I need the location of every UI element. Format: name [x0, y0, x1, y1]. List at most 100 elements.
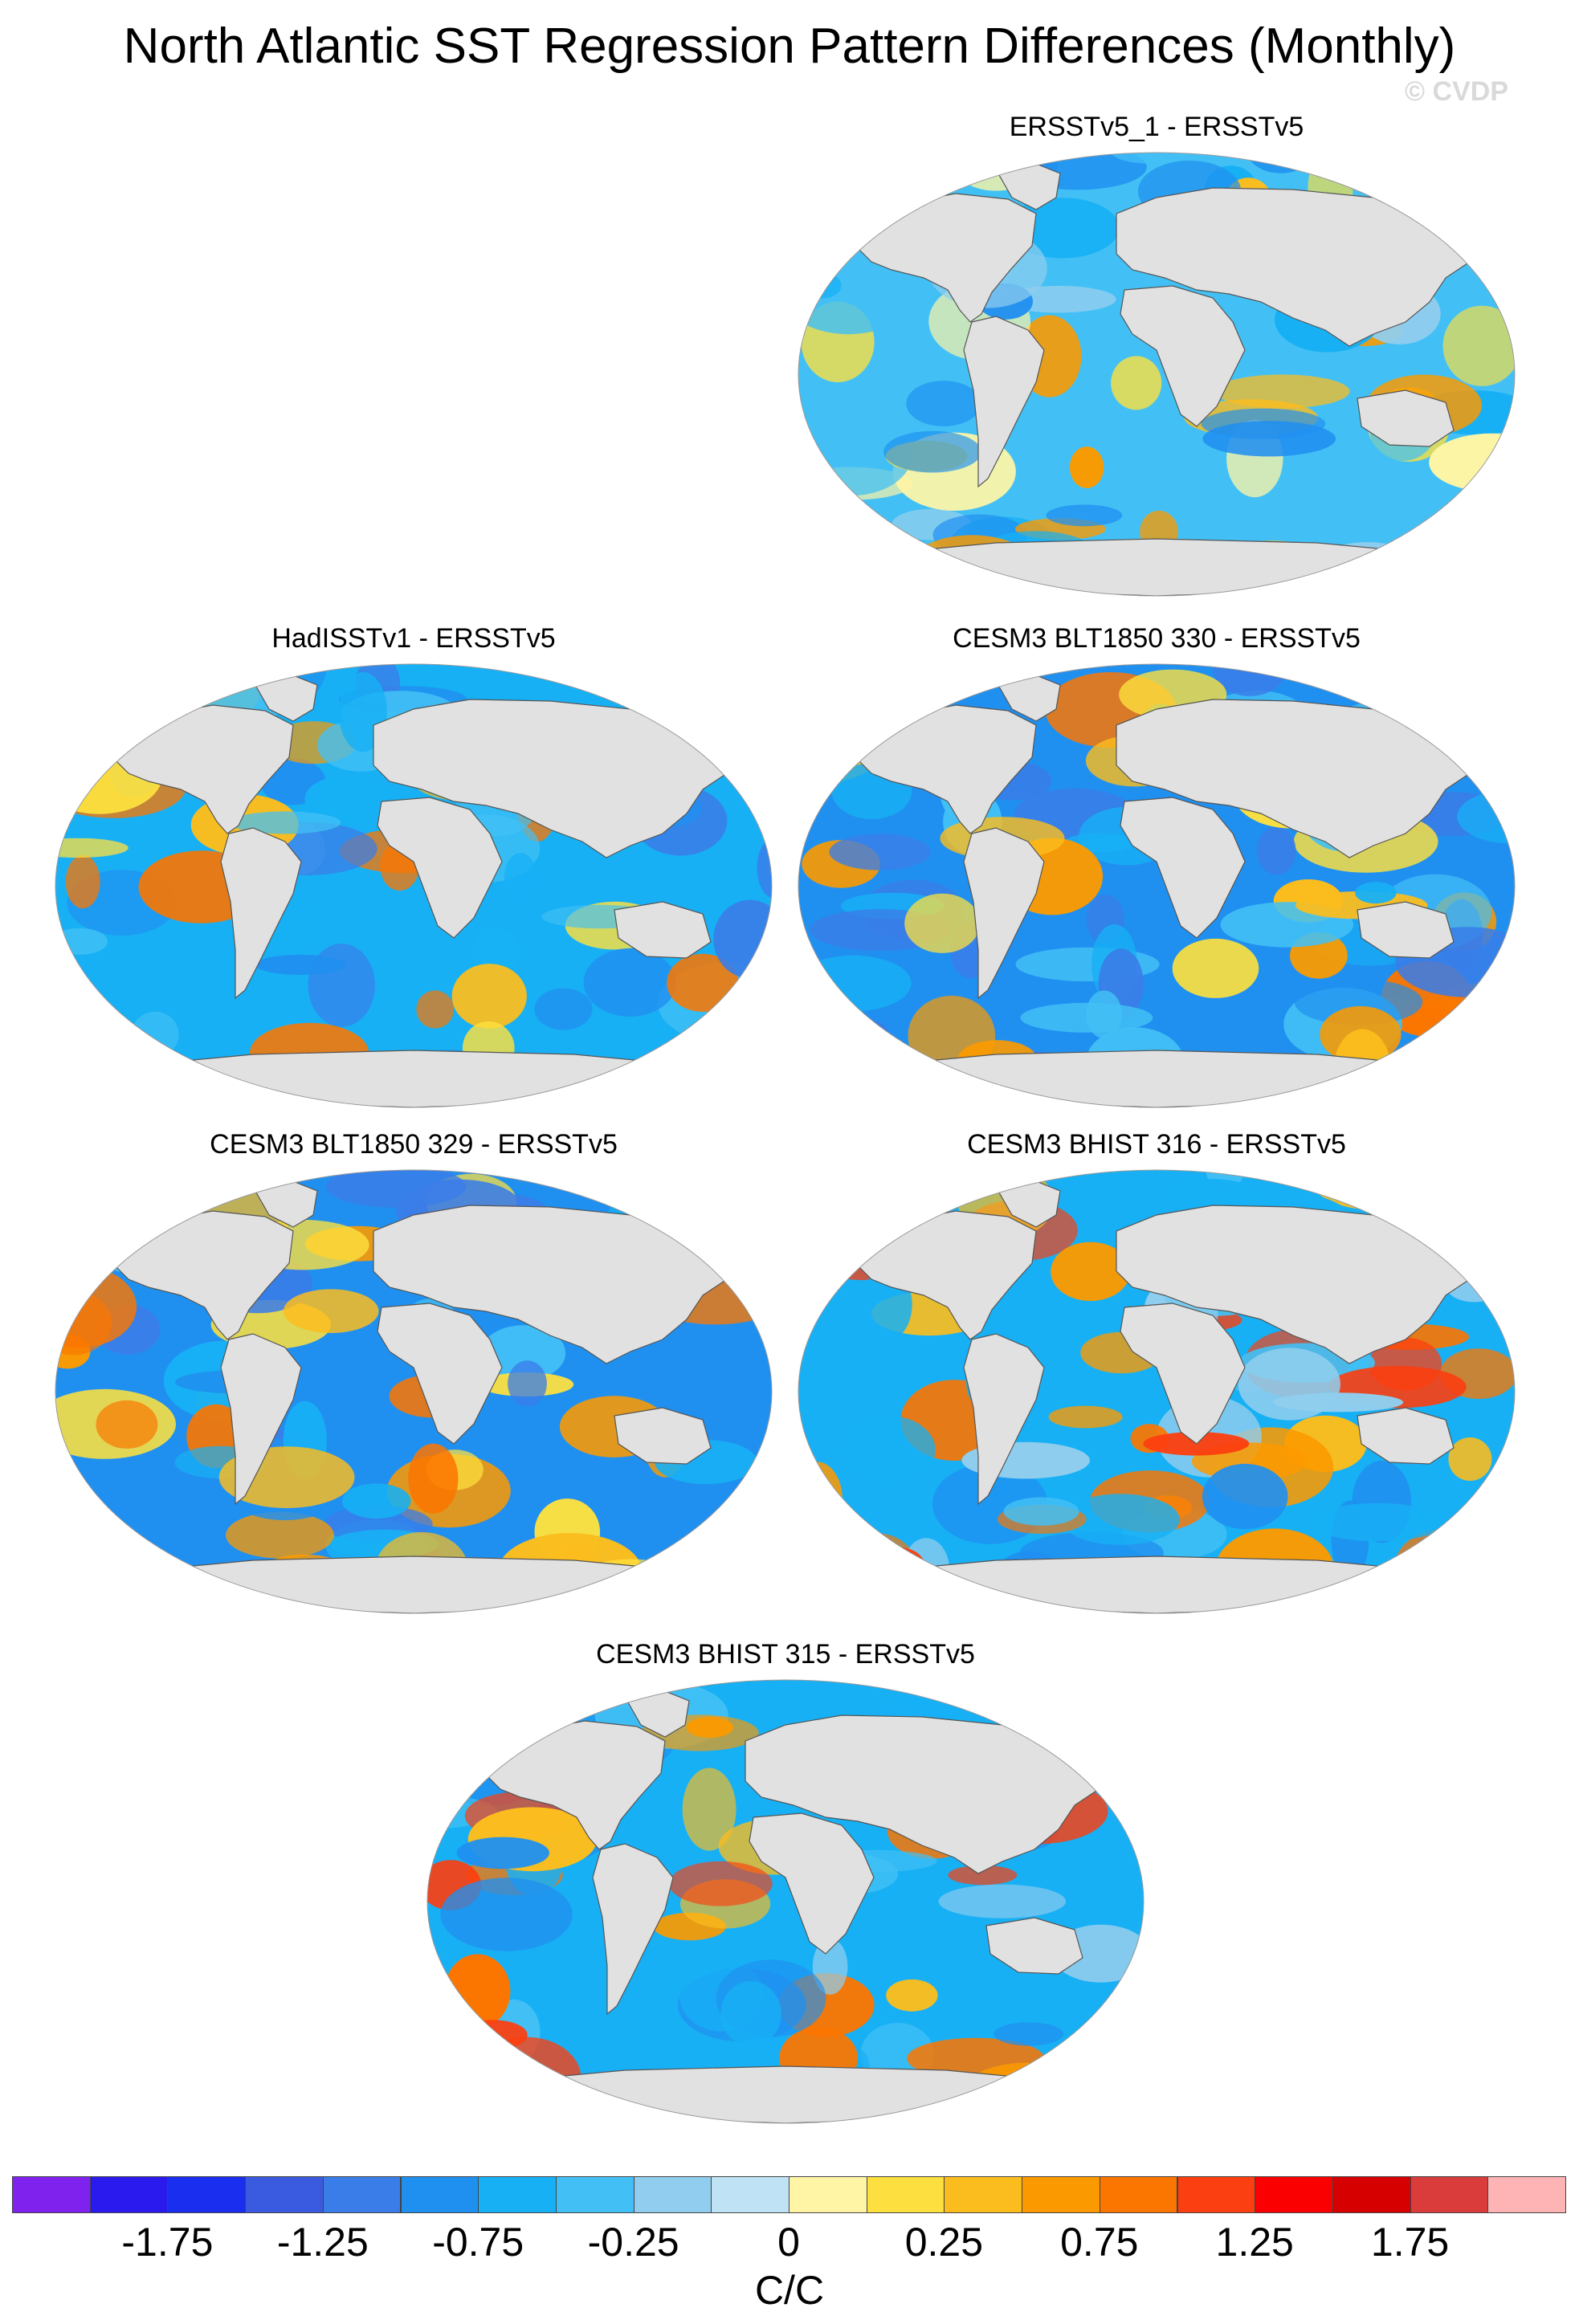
- cool-anomaly: [798, 551, 862, 596]
- cool-anomaly: [1308, 1502, 1447, 1542]
- colorbar-swatch: [1255, 2176, 1333, 2213]
- cool-anomaly: [1046, 504, 1123, 527]
- cool-anomaly: [583, 948, 676, 1017]
- colorbar-swatch: [711, 2176, 790, 2213]
- cool-anomaly: [1202, 421, 1336, 457]
- continent: [1116, 1205, 1479, 1364]
- map-outline: [798, 1169, 1516, 1614]
- continent: [1357, 1407, 1455, 1465]
- map-outline: [798, 663, 1516, 1108]
- warm-anomaly: [871, 1547, 926, 1588]
- sst-field: [55, 1170, 772, 1613]
- warm-anomaly: [668, 1861, 773, 1906]
- cool-anomaly: [825, 1583, 958, 1613]
- cool-anomaly: [1355, 882, 1397, 904]
- cool-anomaly: [839, 1019, 888, 1042]
- continent: [1120, 1303, 1246, 1445]
- colorbar-units: C/C: [754, 2268, 825, 2313]
- colorbar-swatch: [12, 2176, 91, 2213]
- cool-anomaly: [95, 664, 134, 705]
- continent: [1120, 797, 1246, 939]
- colorbar-swatch: [633, 2176, 712, 2213]
- continent: [614, 1407, 712, 1465]
- cool-anomaly: [55, 1227, 124, 1265]
- warm-anomaly: [1214, 374, 1350, 409]
- cool-anomaly: [707, 1171, 772, 1211]
- cool-anomaly: [798, 1539, 843, 1610]
- warm-anomaly: [1378, 153, 1414, 178]
- cool-anomaly: [456, 1837, 549, 1869]
- map-outline: [55, 663, 773, 1108]
- continent: [1357, 901, 1455, 959]
- cool-anomaly: [504, 853, 537, 902]
- continent: [867, 1050, 1446, 1107]
- warm-anomaly: [1448, 1437, 1492, 1481]
- world-map: [55, 663, 773, 1108]
- copyright-watermark: © CVDP: [1405, 76, 1508, 107]
- colorbar-tick-label: -1.25: [276, 2220, 369, 2265]
- sst-field: [55, 664, 772, 1107]
- colorbar-tick-label: -0.25: [587, 2220, 679, 2265]
- cool-anomaly: [1110, 153, 1189, 164]
- colorbar-swatch: [1487, 2176, 1566, 2213]
- warm-anomaly: [1172, 938, 1259, 998]
- warm-anomaly: [798, 960, 826, 1022]
- warm-anomaly: [798, 1576, 860, 1612]
- panel-title: CESM3 BLT1850 329 - ERSSTv5: [210, 1129, 618, 1160]
- warm-anomaly: [444, 2054, 545, 2088]
- sst-field: [798, 1170, 1515, 1613]
- sst-field: [427, 1680, 1144, 2123]
- cool-anomaly: [829, 834, 931, 870]
- colorbar-tick-label: 1.75: [1370, 2220, 1450, 2265]
- warm-anomaly: [697, 664, 736, 711]
- warm-anomaly: [1069, 446, 1104, 488]
- continent: [963, 827, 1045, 1000]
- map-outline: [55, 1169, 773, 1614]
- warm-anomaly: [55, 1010, 109, 1087]
- colorbar-swatch: [1022, 2176, 1100, 2213]
- panel-title: ERSSTv5_1 - ERSSTv5: [1009, 112, 1304, 142]
- cool-anomaly: [1432, 515, 1485, 543]
- colorbar-swatch: [400, 2176, 479, 2213]
- cool-anomaly: [471, 929, 521, 975]
- continent: [124, 1050, 704, 1107]
- cool-anomaly: [1460, 161, 1515, 210]
- colorbar-swatch: [944, 2176, 1023, 2213]
- cool-anomaly: [443, 2064, 504, 2099]
- continent: [1120, 285, 1246, 427]
- warm-anomaly: [471, 2037, 581, 2120]
- continent: [373, 699, 736, 858]
- continent: [1116, 187, 1479, 347]
- colorbar-swatch: [866, 2176, 945, 2213]
- continent: [220, 1333, 302, 1506]
- cool-anomaly: [798, 955, 912, 1012]
- warm-anomaly: [65, 854, 100, 909]
- continent: [867, 538, 1446, 596]
- warm-anomaly: [96, 1170, 220, 1197]
- colorbar-tick-label: 0: [777, 2220, 800, 2265]
- map-panel-5: CESM3 BHIST 316 - ERSSTv5: [791, 1128, 1522, 1626]
- colorbar-tick-label: 1.25: [1215, 2220, 1294, 2265]
- panel-title: CESM3 BHIST 316 - ERSSTv5: [967, 1129, 1346, 1160]
- cool-anomaly: [131, 1011, 179, 1058]
- warm-anomaly: [1051, 1242, 1131, 1302]
- cool-anomaly: [255, 954, 346, 975]
- cool-anomaly: [534, 988, 593, 1030]
- cool-anomaly: [1273, 1392, 1404, 1413]
- cool-anomaly: [1086, 990, 1122, 1038]
- colorbar-swatch: [1410, 2176, 1489, 2213]
- warm-anomaly: [408, 1443, 459, 1514]
- cool-anomaly: [532, 848, 613, 887]
- sst-field: [798, 153, 1515, 596]
- colorbar-tick-label: 0.25: [904, 2220, 984, 2265]
- colorbar-tick-label: 0.75: [1060, 2220, 1139, 2265]
- world-map: [798, 152, 1516, 597]
- cool-anomaly: [508, 1360, 547, 1407]
- continent: [100, 1210, 294, 1340]
- continent: [1116, 699, 1479, 858]
- colorbar-tick-label: -0.75: [432, 2220, 524, 2265]
- sst-field: [798, 664, 1515, 1107]
- cool-anomaly: [798, 243, 838, 263]
- cool-anomaly: [906, 381, 981, 426]
- cool-anomaly: [812, 1938, 848, 1995]
